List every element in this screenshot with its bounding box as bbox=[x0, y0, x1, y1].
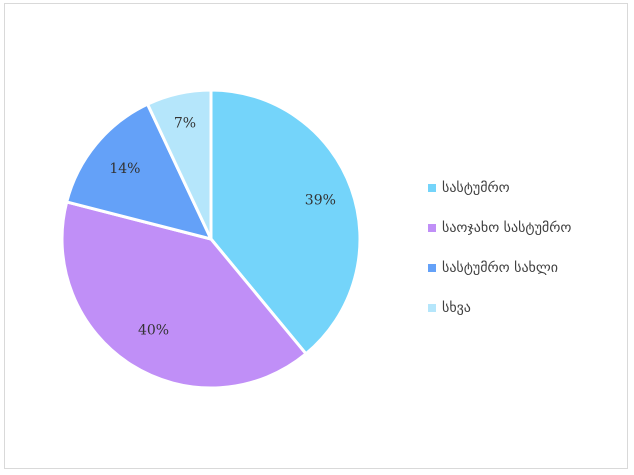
legend-item-family-hotel: საოჯახო სასტუმრო bbox=[428, 208, 571, 248]
slice-family-hotel bbox=[60, 200, 308, 390]
legend-label: საოჯახო სასტუმრო bbox=[442, 220, 572, 236]
slice-other bbox=[146, 88, 213, 241]
slice-guest-house bbox=[65, 102, 213, 241]
data-label: 14% bbox=[109, 161, 140, 177]
legend-label: სასტუმრო bbox=[442, 180, 510, 196]
legend-item-other: სხვა bbox=[428, 288, 571, 328]
legend-item-hotel: სასტუმრო bbox=[428, 168, 571, 208]
legend: სასტუმრო საოჯახო სასტუმრო სასტუმრო სახლი… bbox=[428, 168, 571, 328]
data-label: 40% bbox=[138, 323, 169, 339]
legend-swatch bbox=[428, 184, 436, 192]
legend-label: სასტუმრო სახლი bbox=[442, 260, 559, 276]
legend-label: სხვა bbox=[442, 300, 471, 316]
data-label: 7% bbox=[174, 116, 196, 132]
data-label: 39% bbox=[305, 193, 336, 209]
legend-item-guest-house: სასტუმრო სახლი bbox=[428, 248, 571, 288]
legend-swatch bbox=[428, 264, 436, 272]
legend-swatch bbox=[428, 304, 436, 312]
legend-swatch bbox=[428, 224, 436, 232]
slice-hotel bbox=[209, 88, 362, 356]
